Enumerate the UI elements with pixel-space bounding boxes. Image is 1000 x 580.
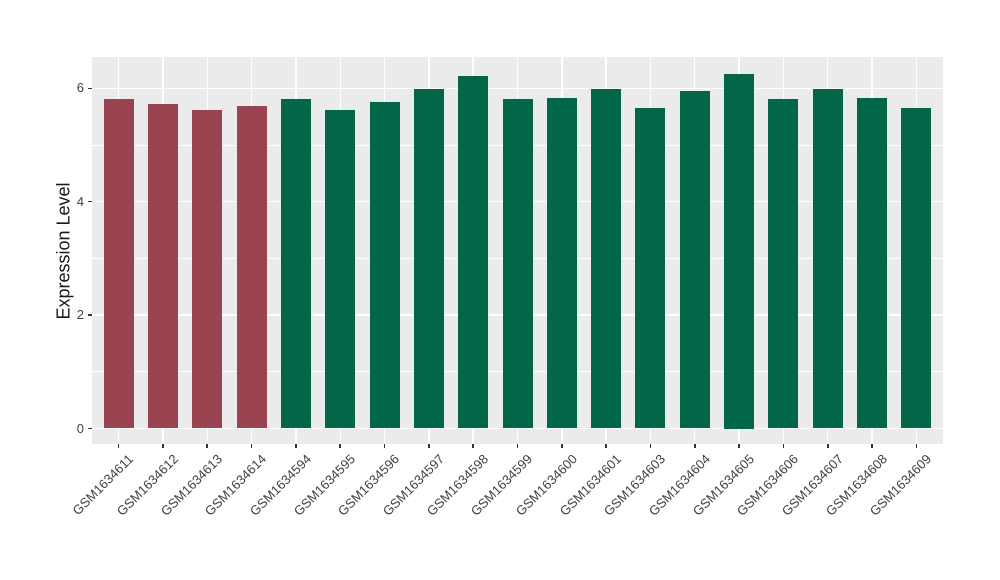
bar-GSM1634606: [768, 98, 799, 429]
x-tick: [782, 444, 785, 448]
x-tick: [871, 444, 873, 448]
bar-GSM1634604: [679, 91, 710, 429]
y-tick: [88, 200, 92, 203]
y-tick: [88, 314, 92, 316]
x-tick: [383, 444, 386, 448]
x-tick: [516, 444, 519, 448]
y-tick-label: 4: [76, 193, 84, 209]
x-tick: [561, 444, 563, 448]
y-tick: [88, 427, 92, 430]
x-tick: [915, 444, 918, 448]
x-tick: [649, 444, 652, 448]
y-tick: [88, 87, 92, 90]
bar-GSM1634598: [458, 75, 489, 429]
bar-GSM1634612: [147, 104, 178, 429]
bar-GSM1634601: [591, 89, 622, 429]
bar-GSM1634607: [812, 89, 843, 429]
bar-GSM1634609: [901, 108, 932, 429]
bar-GSM1634600: [546, 97, 577, 429]
x-tick: [472, 444, 474, 448]
bar-GSM1634594: [280, 98, 311, 429]
y-tick-label: 0: [76, 420, 84, 436]
bar-GSM1634605: [724, 74, 755, 429]
x-tick: [827, 444, 829, 448]
x-tick: [694, 444, 696, 448]
bar-GSM1634611: [103, 99, 134, 429]
x-tick: [250, 444, 253, 448]
y-tick-label: 2: [76, 307, 84, 323]
x-tick: [206, 444, 208, 448]
bar-GSM1634614: [236, 106, 267, 429]
plot-panel: [92, 57, 943, 444]
bar-GSM1634608: [857, 97, 888, 429]
x-tick: [162, 444, 164, 448]
x-tick: [339, 444, 341, 448]
bar-GSM1634603: [635, 108, 666, 429]
bar-GSM1634596: [369, 102, 400, 429]
y-tick-label: 6: [76, 80, 84, 96]
x-tick: [605, 444, 607, 448]
x-tick: [295, 444, 297, 448]
bar-GSM1634595: [325, 110, 356, 429]
bar-GSM1634613: [192, 110, 223, 429]
bar-GSM1634597: [413, 89, 444, 429]
x-tick: [428, 444, 430, 448]
x-tick: [738, 444, 740, 448]
x-tick: [117, 444, 120, 448]
bar-GSM1634599: [502, 98, 533, 429]
